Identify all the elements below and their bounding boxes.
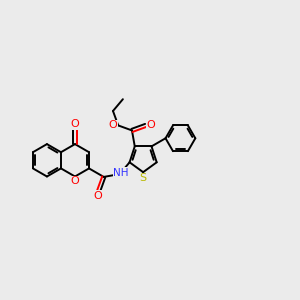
Text: O: O <box>93 191 102 201</box>
Text: O: O <box>70 119 80 129</box>
Text: S: S <box>140 173 147 183</box>
Text: O: O <box>109 120 117 130</box>
Text: NH: NH <box>113 168 129 178</box>
Text: O: O <box>146 120 155 130</box>
Text: O: O <box>70 176 80 186</box>
